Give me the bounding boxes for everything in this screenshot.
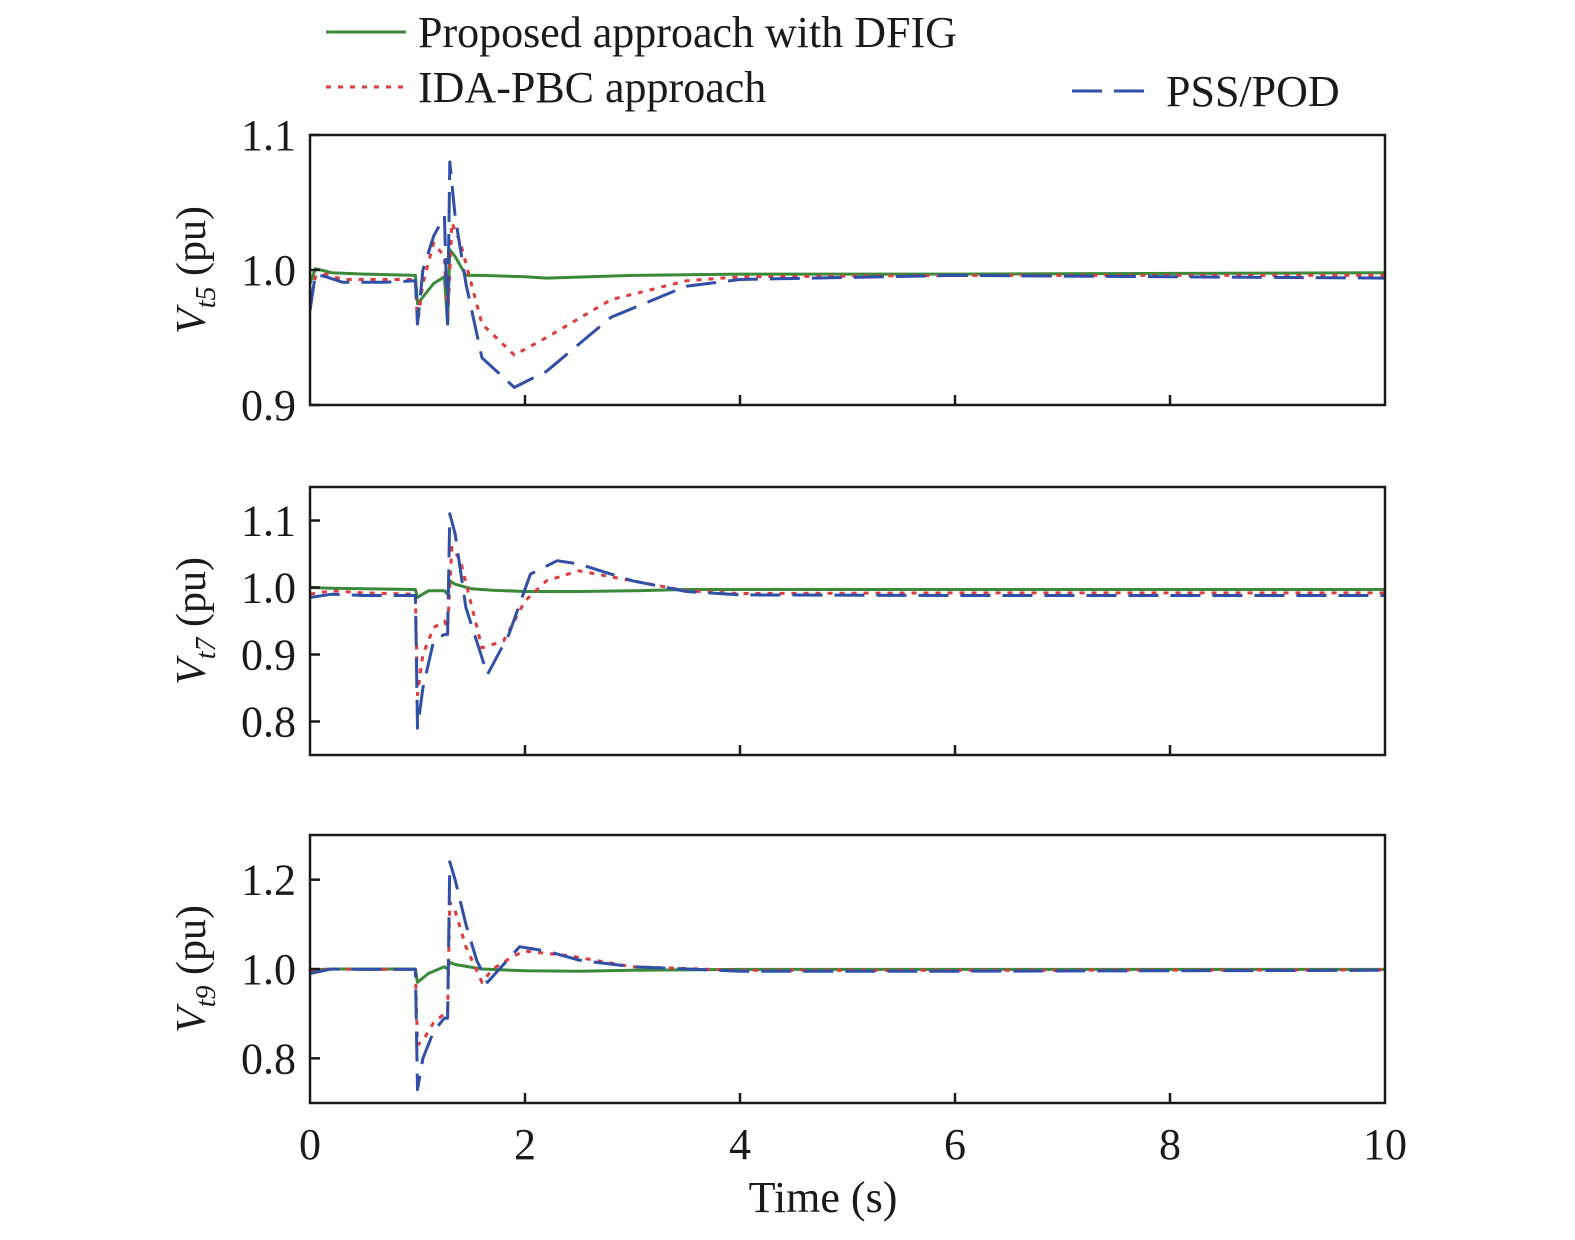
y-tick-label: 0.9 xyxy=(241,631,296,680)
x-tick-label: 8 xyxy=(1159,1120,1181,1169)
series-line-3 xyxy=(310,860,1385,1092)
y-axis-label: Vt9 (pu) xyxy=(169,905,222,1033)
x-tick-label: 4 xyxy=(729,1120,751,1169)
panel-2: 0.8 0.9 1.0 1.1 Vt7 (pu) xyxy=(169,485,1387,757)
series-line-2 xyxy=(310,900,1385,1047)
y-tick-label: 1.1 xyxy=(241,111,296,160)
series-line-3 xyxy=(310,160,1385,389)
series-line-2 xyxy=(310,221,1385,357)
plot-frame xyxy=(308,133,1387,407)
x-tick-label: 0 xyxy=(299,1120,321,1169)
y-axis-subscript: t5 xyxy=(191,287,222,309)
series-line-3 xyxy=(310,512,1385,730)
legend-label-ida-pbc: IDA-PBC approach xyxy=(418,63,766,112)
y-tick-label: 1.0 xyxy=(241,246,296,295)
y-axis-symbol: V xyxy=(169,655,215,685)
y-axis-subscript: t7 xyxy=(191,637,222,660)
y-tick-label: 1.0 xyxy=(241,564,296,613)
y-axis-unit: (pu) xyxy=(169,206,215,286)
y-axis-label: Vt7 (pu) xyxy=(169,557,222,685)
y-tick-label: 1.0 xyxy=(241,945,296,994)
legend: Proposed approach with DFIG IDA-PBC appr… xyxy=(326,8,1340,116)
y-axis-unit: (pu) xyxy=(169,557,215,637)
y-tick-label: 0.9 xyxy=(241,381,296,430)
plot-frame xyxy=(308,485,1387,757)
y-tick-label: 1.2 xyxy=(241,856,296,905)
x-tick-label: 10 xyxy=(1363,1120,1407,1169)
y-axis-symbol: V xyxy=(169,1003,215,1033)
y-tick-label: 0.8 xyxy=(241,1034,296,1083)
y-tick-label: 1.1 xyxy=(241,497,296,546)
y-axis-symbol: V xyxy=(169,304,215,334)
panel-1: 0.9 1.0 1.1 Vt5 (pu) xyxy=(169,111,1387,430)
legend-label-proposed: Proposed approach with DFIG xyxy=(418,8,957,57)
y-axis-label: Vt5 (pu) xyxy=(169,206,222,334)
x-tick-label: 2 xyxy=(514,1120,536,1169)
y-axis-subscript: t9 xyxy=(191,986,222,1008)
legend-label-pss-pod: PSS/POD xyxy=(1166,67,1340,116)
y-axis-unit: (pu) xyxy=(169,905,215,985)
panel-3: 0.8 1.0 1.2 Vt9 (pu) 0 2 4 6 8 10 xyxy=(169,833,1407,1169)
x-tick-label: 6 xyxy=(944,1120,966,1169)
x-axis-label: Time (s) xyxy=(749,1173,898,1222)
y-tick-label: 0.8 xyxy=(241,698,296,747)
